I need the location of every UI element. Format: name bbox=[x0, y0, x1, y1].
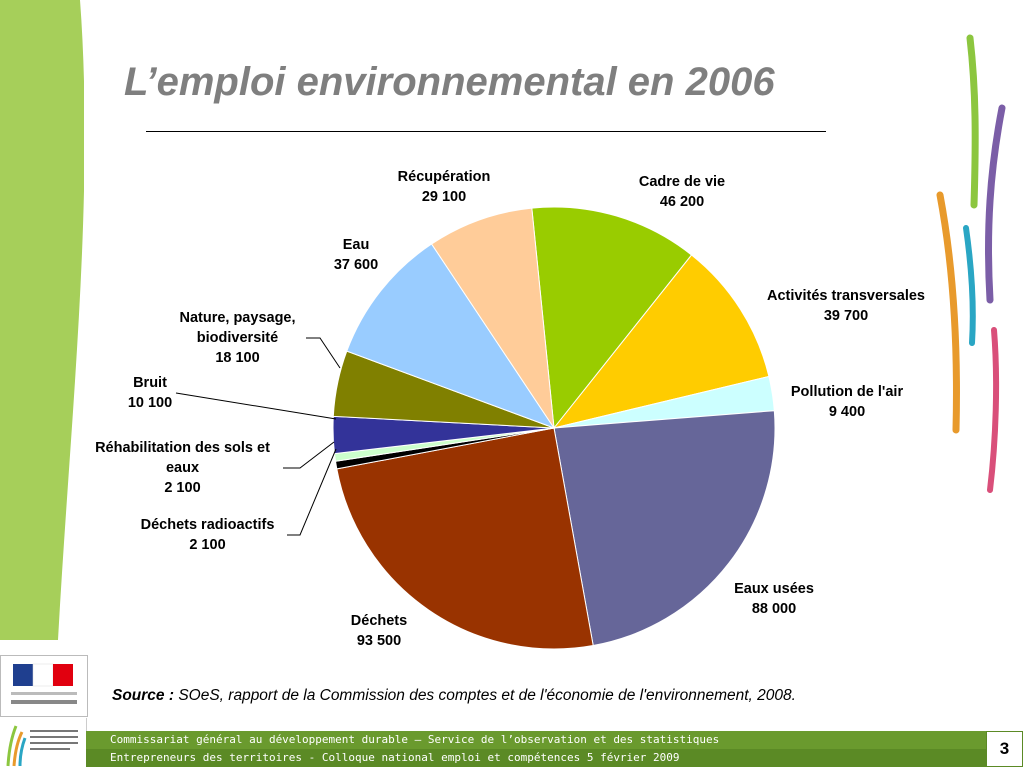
label-activites-transversales: Activités transversales 39 700 bbox=[767, 288, 925, 324]
label-eaux-usees: Eaux usées 88 000 bbox=[734, 581, 814, 617]
page-number: 3 bbox=[986, 731, 1023, 767]
footer-line-1: Commissariat général au développement du… bbox=[110, 733, 720, 746]
label-rehabilitation: Réhabilitation des sols et eaux 2 100 bbox=[95, 440, 270, 496]
title-underline bbox=[146, 131, 826, 132]
label-cadre-de-vie: Cadre de vie 46 200 bbox=[638, 174, 726, 210]
label-recuperation: Récupération 29 100 bbox=[397, 169, 491, 205]
label-eau: Eau 37 600 bbox=[333, 237, 379, 273]
pie-slice-eau bbox=[346, 243, 556, 430]
slide-title: L’emploi environnemental en 2006 bbox=[124, 60, 775, 104]
label-pollution-air: Pollution de l'air 9 400 bbox=[790, 384, 904, 420]
label-dechets: Déchets 93 500 bbox=[350, 613, 408, 649]
footer-line-2: Entrepreneurs des territoires - Colloque… bbox=[110, 751, 680, 764]
left-decorative-band bbox=[0, 0, 84, 640]
label-bruit: Bruit 10 100 bbox=[127, 375, 173, 411]
decorative-strokes bbox=[936, 34, 1006, 493]
label-nature-paysage: Nature, paysage, biodiversité 18 100 bbox=[179, 310, 296, 366]
footer-bar: Commissariat général au développement du… bbox=[86, 731, 986, 767]
pie-slice-dechets bbox=[336, 427, 594, 650]
source-prefix: Source : bbox=[112, 687, 175, 704]
pie-slice-eaux-usees bbox=[553, 410, 776, 647]
pie-slice-activites-transversales bbox=[552, 254, 770, 429]
source-note: Source : SOeS, rapport de la Commission … bbox=[112, 687, 796, 705]
pie-slice-cadre-de-vie bbox=[531, 206, 693, 430]
ministry-logo bbox=[0, 718, 87, 767]
republique-francaise-logo bbox=[0, 655, 88, 717]
pie-slice-recuperation bbox=[430, 207, 555, 429]
source-text: SOeS, rapport de la Commission des compt… bbox=[174, 687, 796, 704]
label-dechets-radioactifs: Déchets radioactifs 2 100 bbox=[140, 517, 275, 553]
